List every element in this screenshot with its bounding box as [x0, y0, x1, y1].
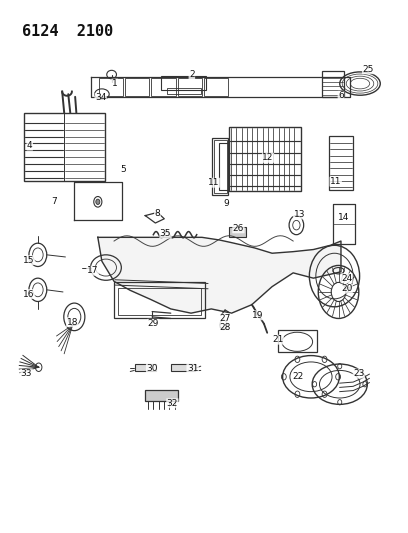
- Text: 11: 11: [330, 177, 341, 186]
- Text: 9: 9: [224, 199, 229, 208]
- Bar: [125, 78, 149, 96]
- Bar: [220, 143, 228, 190]
- Text: 13: 13: [293, 210, 305, 219]
- Bar: [212, 138, 228, 195]
- Text: 29: 29: [148, 319, 159, 328]
- Text: 24: 24: [341, 273, 352, 282]
- Text: 25: 25: [362, 64, 374, 74]
- Bar: [99, 78, 123, 96]
- Bar: [145, 390, 178, 401]
- Bar: [177, 78, 202, 96]
- Bar: [214, 140, 227, 193]
- Text: 20: 20: [341, 284, 353, 293]
- Text: 23: 23: [353, 369, 364, 378]
- Bar: [171, 364, 195, 372]
- Text: 33: 33: [21, 369, 32, 378]
- Text: 5: 5: [120, 166, 126, 174]
- Text: 34: 34: [95, 93, 106, 102]
- Text: 19: 19: [252, 311, 263, 320]
- Bar: [322, 71, 344, 97]
- Text: 21: 21: [272, 335, 284, 344]
- Text: 8: 8: [155, 209, 160, 218]
- Text: 31: 31: [187, 364, 198, 373]
- Text: 7: 7: [51, 197, 57, 206]
- Text: 17: 17: [87, 266, 98, 275]
- Text: 1: 1: [112, 79, 118, 88]
- Text: 14: 14: [338, 213, 350, 222]
- Text: 22: 22: [293, 372, 304, 381]
- Text: 6: 6: [338, 91, 344, 100]
- Text: 6124  2100: 6124 2100: [22, 23, 113, 39]
- Bar: [162, 76, 206, 91]
- Bar: [278, 330, 317, 352]
- Text: 28: 28: [220, 323, 231, 332]
- Text: 32: 32: [167, 399, 178, 408]
- Bar: [329, 135, 353, 190]
- Bar: [24, 113, 105, 181]
- Text: 11: 11: [208, 178, 220, 187]
- Text: 2: 2: [189, 70, 195, 79]
- Text: 18: 18: [67, 318, 78, 327]
- Text: 12: 12: [262, 154, 274, 163]
- Text: 26: 26: [233, 224, 244, 233]
- Polygon shape: [98, 237, 341, 313]
- Bar: [167, 88, 201, 94]
- Circle shape: [96, 199, 100, 205]
- Text: 16: 16: [23, 289, 35, 298]
- Bar: [229, 126, 301, 191]
- Bar: [114, 282, 205, 318]
- Bar: [151, 78, 175, 96]
- Bar: [204, 78, 228, 96]
- Text: 30: 30: [146, 364, 158, 373]
- Text: 4: 4: [27, 141, 33, 150]
- Bar: [135, 364, 156, 372]
- Text: 27: 27: [220, 314, 231, 323]
- Text: 15: 15: [23, 256, 35, 265]
- Bar: [229, 227, 246, 237]
- Bar: [118, 288, 201, 316]
- Text: 35: 35: [160, 229, 171, 238]
